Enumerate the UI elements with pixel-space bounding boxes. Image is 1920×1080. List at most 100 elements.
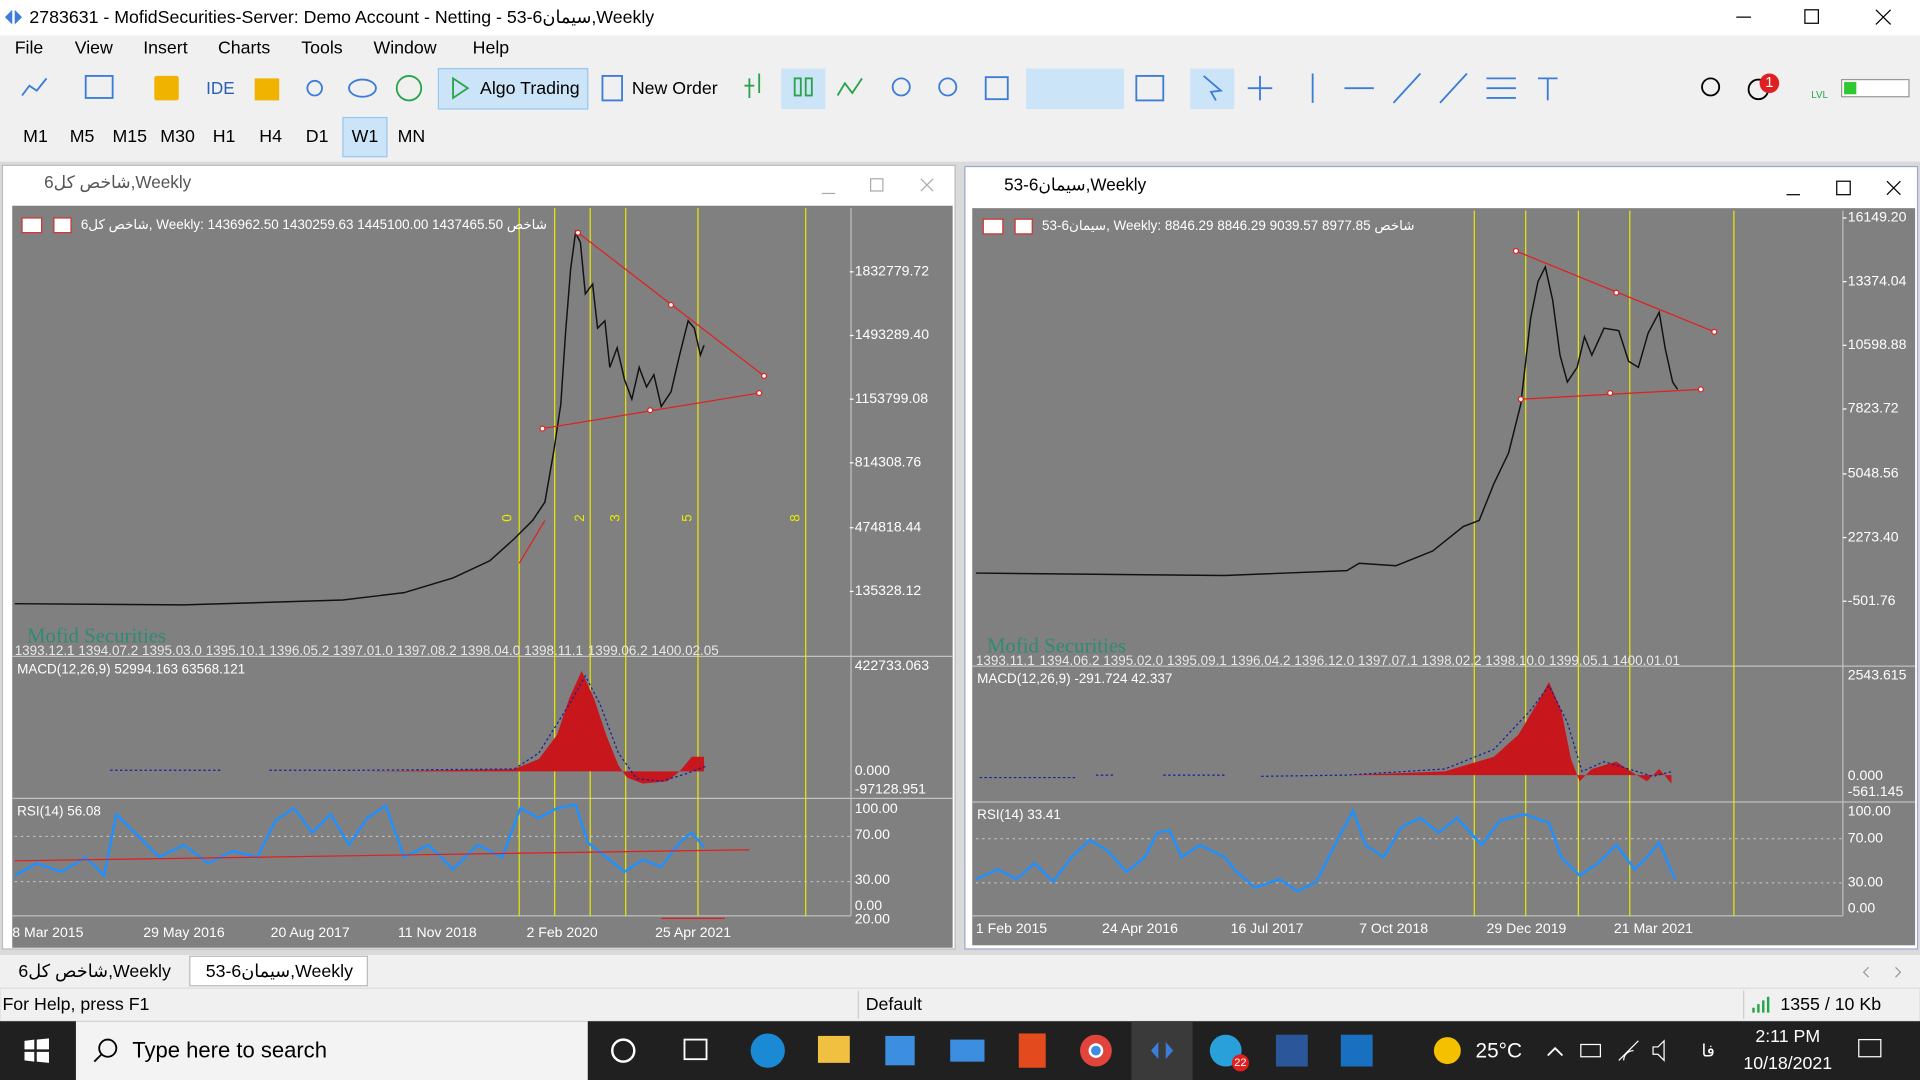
rsi-line (14, 803, 706, 878)
maximize[interactable] (1836, 180, 1851, 196)
timeframe-button[interactable]: H4 (259, 126, 282, 146)
timeframe-button[interactable]: D1 (306, 126, 329, 146)
timeframe-button[interactable]: MN (398, 126, 426, 146)
date-label: 16 Jul 2017 (1231, 920, 1304, 936)
notification-center[interactable] (1858, 1038, 1882, 1058)
timeframe-button[interactable]: M1 (23, 126, 48, 146)
timeframe-button[interactable]: M30 (160, 126, 195, 146)
wifi-icon[interactable] (1618, 1040, 1639, 1061)
icon[interactable] (84, 75, 114, 99)
ide-button[interactable]: IDE (206, 78, 235, 98)
explorer-icon[interactable] (817, 1035, 850, 1063)
weather-icon[interactable] (1433, 1037, 1461, 1065)
rsi-level-label: 0.00 (1848, 899, 1876, 915)
toolbar: IDE Algo Trading New Order 1 LVL (21, 67, 1910, 110)
icon[interactable] (154, 75, 179, 101)
cursor-tool[interactable] (1190, 68, 1235, 109)
menu-item[interactable]: Charts (218, 38, 270, 58)
close-button[interactable] (1875, 9, 1892, 25)
icon[interactable] (1026, 68, 1125, 109)
icon[interactable] (395, 75, 423, 102)
price-label: 135328.12 (855, 582, 922, 598)
icon[interactable] (348, 78, 377, 98)
drawing-tools[interactable] (1311, 72, 1558, 104)
cortana[interactable] (611, 1038, 636, 1063)
clock-date[interactable]: 10/18/2021 (1743, 1053, 1832, 1073)
search-box[interactable] (75, 1021, 588, 1080)
menu-item[interactable]: View (75, 38, 113, 58)
telegram-badge-count: 22 (1234, 1057, 1246, 1069)
close[interactable] (1886, 180, 1901, 196)
input-language[interactable]: فا (1701, 1040, 1714, 1060)
icon[interactable] (744, 73, 761, 98)
start-button[interactable] (24, 1038, 49, 1063)
icon[interactable] (836, 77, 863, 96)
price-label: 5048.56 (1848, 465, 1899, 481)
search-icon[interactable] (1701, 77, 1721, 97)
timeframe-button[interactable]: H1 (213, 126, 236, 146)
menu-item[interactable]: Insert (143, 38, 187, 58)
edge-icon[interactable] (750, 1033, 785, 1068)
wave-label: 8 (787, 514, 802, 521)
bar-date-label: 1399.06.2 (588, 643, 648, 658)
close[interactable] (920, 178, 934, 192)
shape (1512, 247, 1519, 255)
store-icon[interactable] (885, 1035, 915, 1066)
date-label: 11 Nov 2018 (398, 924, 477, 940)
task-view[interactable] (683, 1038, 708, 1061)
icon[interactable] (984, 76, 1009, 101)
price-label: 814308.76 (855, 454, 922, 470)
icon[interactable] (601, 75, 623, 102)
temperature: 25°C (1476, 1039, 1522, 1062)
rsi-level-label: 30.00 (855, 871, 890, 887)
chart-tab[interactable]: 6شاخص کل,Weekly (18, 961, 171, 982)
word-icon[interactable] (1275, 1034, 1308, 1067)
active-app[interactable] (1131, 1021, 1193, 1080)
clock-time[interactable]: 2:11 PM (1755, 1026, 1820, 1046)
chart-tab[interactable]: 53-6سیمان,Weekly (206, 961, 353, 981)
app-icon (4, 9, 23, 25)
photos-icon[interactable] (1340, 1034, 1373, 1067)
maximize[interactable] (870, 178, 884, 192)
date-label: 7 Oct 2018 (1359, 920, 1428, 936)
rsi-trend-line[interactable] (14, 849, 750, 862)
shape (1711, 328, 1718, 335)
office-icon[interactable] (1018, 1033, 1046, 1068)
crosshair[interactable] (1247, 75, 1273, 101)
restore-button[interactable] (1804, 9, 1819, 24)
menu-item[interactable]: Help (473, 38, 510, 58)
active-tab[interactable] (189, 955, 368, 987)
icon[interactable] (781, 68, 826, 109)
zoom-in[interactable] (891, 77, 911, 97)
chart-window-title: 53-6سیمان,Weekly (1004, 175, 1147, 195)
menu-item[interactable]: Window (373, 38, 436, 58)
macd-level: 422733.063 (855, 657, 930, 673)
volume-icon[interactable] (1652, 1039, 1665, 1062)
timeframe-button[interactable]: W1 (352, 126, 379, 146)
icon (1203, 75, 1223, 101)
screenshot[interactable] (1135, 75, 1165, 102)
search-placeholder: Type here to search (132, 1038, 327, 1063)
battery-icon[interactable] (1580, 1043, 1602, 1058)
search-icon (93, 1053, 103, 1063)
zoom-out[interactable] (938, 77, 958, 97)
tray-chevron[interactable] (1547, 1046, 1564, 1057)
mail-icon[interactable] (950, 1039, 985, 1062)
wave-label: 0 (500, 514, 515, 521)
menu-item[interactable]: Tools (301, 38, 343, 58)
icon[interactable] (21, 77, 48, 97)
status-traffic: 1355 / 10 Kb (1780, 994, 1881, 1014)
macd-level: 2543.615 (1848, 667, 1907, 683)
new-order-button[interactable]: New Order (632, 78, 718, 98)
menu-item[interactable]: File (15, 38, 44, 58)
bar-date-label: 1397.08.2 (397, 643, 457, 658)
chart-icon (982, 218, 1004, 235)
timeframe-button[interactable]: M15 (113, 126, 148, 146)
icon[interactable] (254, 78, 280, 101)
timeframe-button[interactable]: M5 (70, 126, 95, 146)
algo-trading-label: Algo Trading (480, 78, 580, 98)
icon[interactable] (306, 79, 323, 97)
algo-trading-button[interactable] (437, 67, 589, 110)
tab-scroll[interactable] (1862, 966, 1902, 978)
